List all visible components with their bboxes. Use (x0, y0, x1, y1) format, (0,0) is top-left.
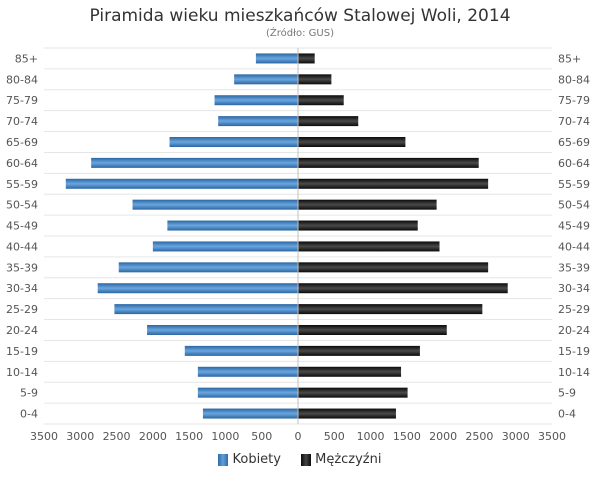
category-label-left: 80-84 (6, 73, 38, 86)
x-tick-label: 3500 (30, 430, 58, 443)
category-label-right: 75-79 (558, 94, 590, 107)
bar-kobiety (184, 345, 298, 356)
bar-kobiety (65, 178, 299, 189)
category-label-left: 30-34 (6, 282, 38, 295)
bar-mezczyzni (298, 116, 359, 127)
category-label-right: 5-9 (558, 387, 576, 400)
category-label-left: 55-59 (6, 178, 38, 191)
legend-label-kobiety: Kobiety (232, 452, 281, 467)
bar-kobiety (255, 53, 298, 64)
x-tick-label: 500 (251, 430, 272, 443)
category-label-right: 20-24 (558, 324, 590, 337)
bar-mezczyzni (298, 157, 479, 168)
bar-kobiety (118, 262, 299, 273)
category-label-left: 75-79 (6, 94, 38, 107)
category-label-left: 35-39 (6, 261, 38, 274)
bar-mezczyzni (298, 304, 483, 315)
bar-mezczyzni (298, 95, 344, 106)
bar-mezczyzni (298, 137, 406, 147)
bar-kobiety (147, 325, 298, 335)
category-label-right: 85+ (558, 52, 581, 65)
bar-kobiety (197, 366, 298, 377)
category-label-right: 60-64 (558, 157, 590, 170)
bar-mezczyzni (298, 74, 332, 85)
bar-mezczyzni (298, 178, 489, 189)
category-label-right: 30-34 (558, 282, 590, 295)
x-tick-label: 1000 (211, 430, 239, 443)
category-label-left: 5-9 (20, 387, 38, 400)
bar-mezczyzni (298, 262, 489, 273)
category-label-left: 20-24 (6, 324, 38, 337)
x-tick-label: 3000 (66, 430, 94, 443)
category-label-right: 55-59 (558, 178, 590, 191)
category-label-left: 0-4 (20, 408, 38, 421)
x-tick-label: 1000 (357, 430, 385, 443)
bar-kobiety (202, 408, 298, 419)
bar-kobiety (91, 157, 299, 168)
x-tick-label: 3500 (538, 430, 566, 443)
bar-mezczyzni (298, 366, 402, 377)
bar-mezczyzni (298, 241, 440, 252)
x-tick-label: 500 (324, 430, 345, 443)
category-label-left: 50-54 (6, 199, 38, 212)
category-label-right: 15-19 (558, 345, 590, 358)
category-label-right: 10-14 (558, 366, 590, 379)
category-label-left: 65-69 (6, 136, 38, 149)
bar-mezczyzni (298, 408, 396, 419)
category-label-left: 60-64 (6, 157, 38, 170)
category-label-right: 40-44 (558, 240, 590, 253)
bar-kobiety (197, 387, 298, 398)
bar-mezczyzni (298, 345, 420, 356)
category-label-right: 65-69 (558, 136, 590, 149)
legend-item-mezczyzni[interactable]: Mężczyźni (301, 452, 382, 467)
category-label-left: 40-44 (6, 240, 38, 253)
chart-title: Piramida wieku mieszkańców Stalowej Woli… (89, 6, 511, 26)
bar-kobiety (132, 199, 298, 210)
category-label-right: 0-4 (558, 408, 576, 421)
bar-kobiety (234, 74, 298, 85)
legend-swatch-kobiety (218, 453, 229, 466)
bar-kobiety (114, 304, 298, 315)
chart-subtitle: (Źródło: GUS) (266, 28, 334, 39)
category-label-right: 70-74 (558, 115, 590, 128)
category-label-left: 10-14 (6, 366, 38, 379)
category-label-left: 70-74 (6, 115, 38, 128)
x-tick-label: 2000 (139, 430, 167, 443)
bar-kobiety (97, 283, 299, 294)
bar-kobiety (169, 137, 298, 147)
legend-label-mezczyzni: Mężczyźni (315, 452, 382, 467)
bar-mezczyzni (298, 220, 418, 231)
bar-kobiety (214, 95, 298, 106)
category-label-right: 25-29 (558, 303, 590, 316)
category-label-right: 35-39 (558, 261, 590, 274)
x-tick-label: 1500 (393, 430, 421, 443)
category-label-right: 45-49 (558, 220, 590, 233)
category-label-left: 85+ (15, 52, 38, 65)
bar-mezczyzni (298, 325, 447, 335)
legend: Kobiety Mężczyźni (0, 452, 600, 470)
bar-mezczyzni (298, 283, 508, 294)
category-label-right: 80-84 (558, 73, 590, 86)
category-label-left: 45-49 (6, 220, 38, 233)
legend-swatch-mezczyzni (301, 453, 312, 466)
x-tick-label: 1500 (175, 430, 203, 443)
bar-mezczyzni (298, 53, 315, 64)
category-label-left: 15-19 (6, 345, 38, 358)
x-tick-label: 2500 (103, 430, 131, 443)
x-tick-label: 2000 (429, 430, 457, 443)
x-tick-label: 0 (295, 430, 302, 443)
category-label-left: 25-29 (6, 303, 38, 316)
category-label-right: 50-54 (558, 199, 590, 212)
bar-kobiety (167, 220, 298, 231)
bar-kobiety (218, 116, 298, 127)
x-tick-label: 2500 (465, 430, 493, 443)
bar-mezczyzni (298, 199, 437, 210)
x-tick-label: 3000 (502, 430, 530, 443)
legend-item-kobiety[interactable]: Kobiety (218, 452, 281, 467)
bar-mezczyzni (298, 387, 408, 398)
bar-kobiety (152, 241, 298, 252)
